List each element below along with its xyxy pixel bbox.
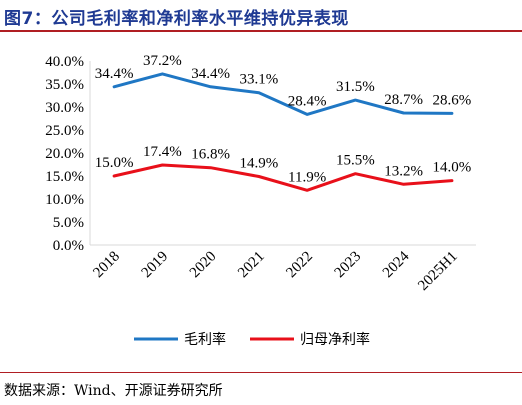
data-label: 15.5% [336, 153, 375, 169]
y-tick-label: 25.0% [45, 123, 84, 139]
x-tick-label: 2018 [90, 249, 123, 282]
data-label: 17.4% [143, 144, 182, 160]
data-label: 28.6% [433, 92, 472, 108]
data-label: 15.0% [95, 155, 134, 171]
y-tick-label: 20.0% [45, 146, 84, 162]
x-tick-label: 2025H1 [415, 249, 460, 294]
y-tick-label: 10.0% [45, 192, 84, 208]
title-divider [0, 30, 522, 32]
data-label: 37.2% [143, 53, 182, 69]
y-tick-label: 30.0% [45, 100, 84, 116]
y-tick-label: 0.0% [53, 238, 84, 254]
x-tick-label: 2019 [139, 249, 172, 282]
data-label: 11.9% [288, 169, 326, 185]
data-label: 34.4% [95, 66, 134, 82]
data-label: 16.8% [191, 147, 230, 163]
x-tick-label: 2024 [380, 248, 413, 281]
line-chart: 0.0% 5.0% 10.0% 15.0% 20.0% 25.0% 30.0% 35.0% 40… [45, 53, 476, 348]
series-line-1 [112, 72, 454, 116]
series-layer: 34.4% 37.2% 34.4% 33.1% 28.4% 31.5% 28.7% 28.6%… [95, 53, 472, 192]
legend-label-2: 归母净利率 [300, 331, 370, 348]
data-label: 33.1% [240, 72, 279, 88]
data-label: 14.0% [433, 160, 472, 176]
y-tick-label: 5.0% [53, 215, 84, 231]
x-tick-label: 2020 [187, 249, 220, 282]
data-label: 13.2% [384, 163, 423, 179]
data-label: 14.9% [240, 155, 279, 171]
source-note: 数据来源：Wind、开源证券研究所 [4, 383, 223, 399]
series-line-2 [112, 163, 454, 192]
legend: 毛利率 归母净利率 [134, 331, 370, 348]
data-label: 31.5% [336, 79, 375, 95]
x-axis: 2018 2019 2020 2021 2022 2023 2024 2025H1 [90, 244, 476, 294]
y-tick-label: 40.0% [45, 54, 84, 70]
x-tick-label: 2021 [235, 249, 268, 282]
x-tick-label: 2022 [283, 249, 316, 282]
y-tick-label: 35.0% [45, 77, 84, 93]
chart-title: 图7：公司毛利率和净利率水平维持优异表现 [4, 9, 349, 29]
data-label: 28.7% [384, 92, 423, 108]
y-axis: 0.0% 5.0% 10.0% 15.0% 20.0% 25.0% 30.0% 35.0% 40… [45, 54, 91, 254]
x-tick-label: 2023 [332, 249, 365, 282]
footer-divider [0, 372, 522, 373]
legend-label-1: 毛利率 [184, 331, 226, 348]
y-tick-label: 15.0% [45, 169, 84, 185]
data-label: 34.4% [191, 66, 230, 82]
data-label: 28.4% [288, 93, 327, 109]
